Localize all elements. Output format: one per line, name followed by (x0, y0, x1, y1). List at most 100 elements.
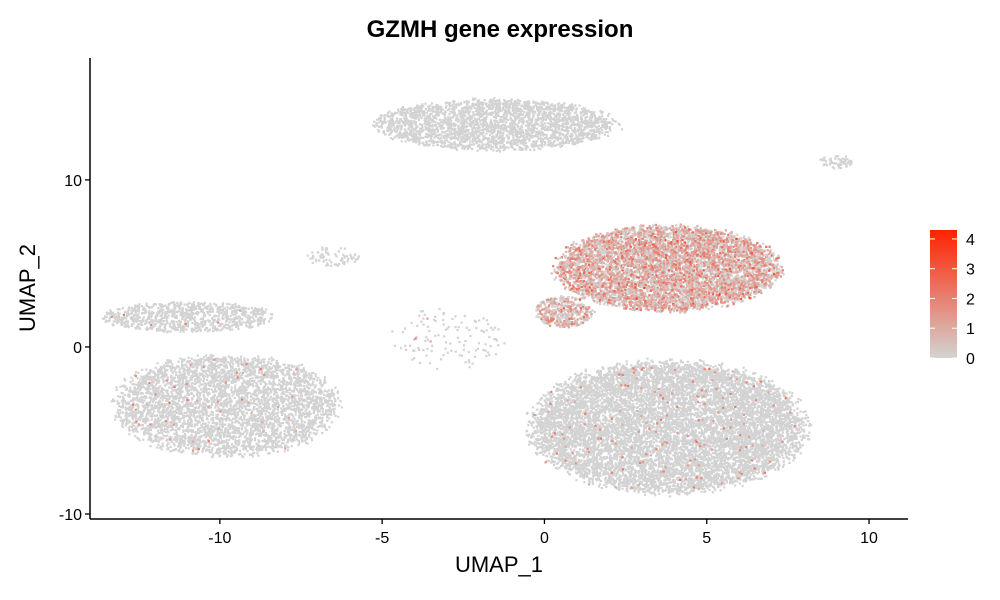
cell-point (523, 120, 525, 122)
cell-point (373, 124, 375, 126)
cell-point (152, 322, 154, 324)
cell-point (485, 121, 487, 123)
cell-point (418, 131, 420, 133)
cell-point (508, 105, 510, 107)
cell-point (601, 129, 603, 131)
cell-point (588, 133, 590, 135)
cell-point (421, 103, 423, 105)
cell-point (243, 309, 245, 311)
cell-point (479, 148, 481, 150)
cell-point (551, 137, 553, 139)
cell-point (593, 111, 595, 113)
cell-point (145, 322, 147, 324)
cell-point (297, 434, 299, 436)
cell-point (147, 317, 149, 319)
cell-point (499, 145, 501, 147)
cell-point (342, 254, 344, 256)
cell-point (590, 130, 592, 132)
cell-point (203, 378, 205, 380)
cell-point (486, 149, 488, 151)
cell-point (128, 401, 130, 403)
cell-point (412, 141, 414, 143)
cell-point (505, 121, 507, 123)
cell-point (518, 122, 520, 124)
cell-point (121, 317, 123, 319)
cell-point (182, 325, 184, 327)
cell-point (482, 125, 484, 127)
cell-point (139, 379, 141, 381)
cell-point (258, 417, 260, 419)
cell-point (587, 110, 589, 112)
cell-point (444, 112, 446, 114)
cell-point (542, 123, 544, 125)
cell-point (214, 380, 216, 382)
cell-point (575, 130, 577, 132)
cell-point (598, 116, 600, 118)
cell-point (245, 316, 247, 318)
cell-point (558, 128, 560, 130)
cell-point (137, 324, 139, 326)
cell-point (109, 309, 111, 311)
cell-point (213, 303, 215, 305)
cell-point (173, 326, 175, 328)
cell-point (489, 140, 491, 142)
cell-point (480, 123, 482, 125)
cell-point (468, 137, 470, 139)
cell-point (177, 325, 179, 327)
cell-point (213, 315, 215, 317)
cell-point (511, 144, 513, 146)
cell-point (156, 447, 158, 449)
cell-point (532, 141, 534, 143)
cell-point (320, 257, 322, 259)
cell-point (191, 322, 193, 324)
cell-point (252, 309, 254, 311)
cell-point (430, 138, 432, 140)
cell-point (210, 324, 212, 326)
cell-point (185, 308, 187, 310)
cell-point (478, 106, 480, 108)
cell-point (607, 115, 609, 117)
cell-point (445, 118, 447, 120)
cell-point (594, 131, 596, 133)
cell-point (546, 134, 548, 136)
cell-point (514, 118, 516, 120)
cell-point (238, 306, 240, 308)
cell-point (301, 440, 303, 442)
cell-point (410, 115, 412, 117)
cell-point (485, 137, 487, 139)
cell-point (552, 132, 554, 134)
cell-point (184, 304, 186, 306)
cell-point (200, 309, 202, 311)
cell-point (423, 112, 425, 114)
cell-point (109, 320, 111, 322)
cell-point (506, 142, 508, 144)
cell-point (285, 398, 287, 400)
cell-point (571, 103, 573, 105)
cell-point (185, 328, 187, 330)
cell-point (476, 100, 478, 102)
cell-point (425, 108, 427, 110)
cell-point (492, 135, 494, 137)
cell-point (193, 329, 195, 331)
cell-point (551, 125, 553, 127)
cell-point (502, 102, 504, 104)
cell-point (607, 131, 609, 133)
cell-point (137, 319, 139, 321)
cell-point (832, 162, 834, 164)
cell-point (585, 123, 587, 125)
cell-point (390, 112, 392, 114)
cell-point (404, 118, 406, 120)
cell-point (449, 137, 451, 139)
cell-point (209, 314, 211, 316)
cell-point (254, 320, 256, 322)
cell-point (453, 141, 455, 143)
cell-point (380, 120, 382, 122)
cell-point (134, 435, 136, 437)
cell-point (381, 114, 383, 116)
cell-point (539, 137, 541, 139)
cell-point (217, 318, 219, 320)
cell-point (130, 313, 132, 315)
cell-point (593, 113, 595, 115)
cell-point (141, 305, 143, 307)
cell-point (469, 141, 471, 143)
